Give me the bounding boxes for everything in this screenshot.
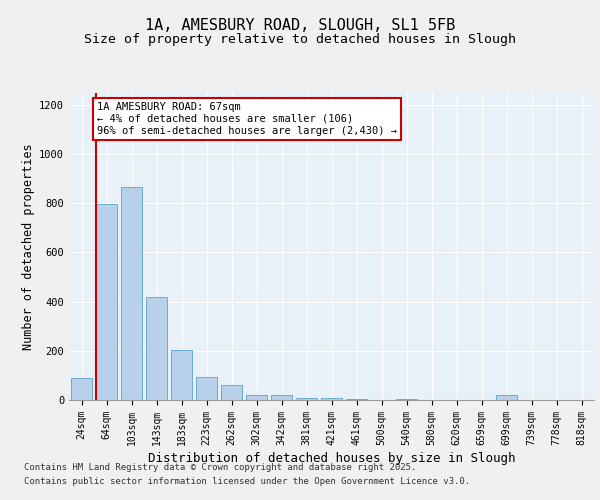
Bar [321,398,342,400]
Bar [71,378,92,400]
Bar [196,376,217,400]
X-axis label: Distribution of detached houses by size in Slough: Distribution of detached houses by size … [148,452,515,465]
Bar [271,394,292,400]
Bar [96,204,117,400]
Text: Size of property relative to detached houses in Slough: Size of property relative to detached ho… [84,32,516,46]
Bar [296,398,317,400]
Bar [346,399,367,400]
Y-axis label: Number of detached properties: Number of detached properties [22,143,35,350]
Text: Contains HM Land Registry data © Crown copyright and database right 2025.: Contains HM Land Registry data © Crown c… [24,462,416,471]
Bar [146,296,167,400]
Text: 1A AMESBURY ROAD: 67sqm
← 4% of detached houses are smaller (106)
96% of semi-de: 1A AMESBURY ROAD: 67sqm ← 4% of detached… [97,102,397,136]
Bar [246,394,267,400]
Text: 1A, AMESBURY ROAD, SLOUGH, SL1 5FB: 1A, AMESBURY ROAD, SLOUGH, SL1 5FB [145,18,455,32]
Bar [396,399,417,400]
Text: Contains public sector information licensed under the Open Government Licence v3: Contains public sector information licen… [24,478,470,486]
Bar [496,395,517,400]
Bar [171,350,192,400]
Bar [121,187,142,400]
Bar [221,385,242,400]
